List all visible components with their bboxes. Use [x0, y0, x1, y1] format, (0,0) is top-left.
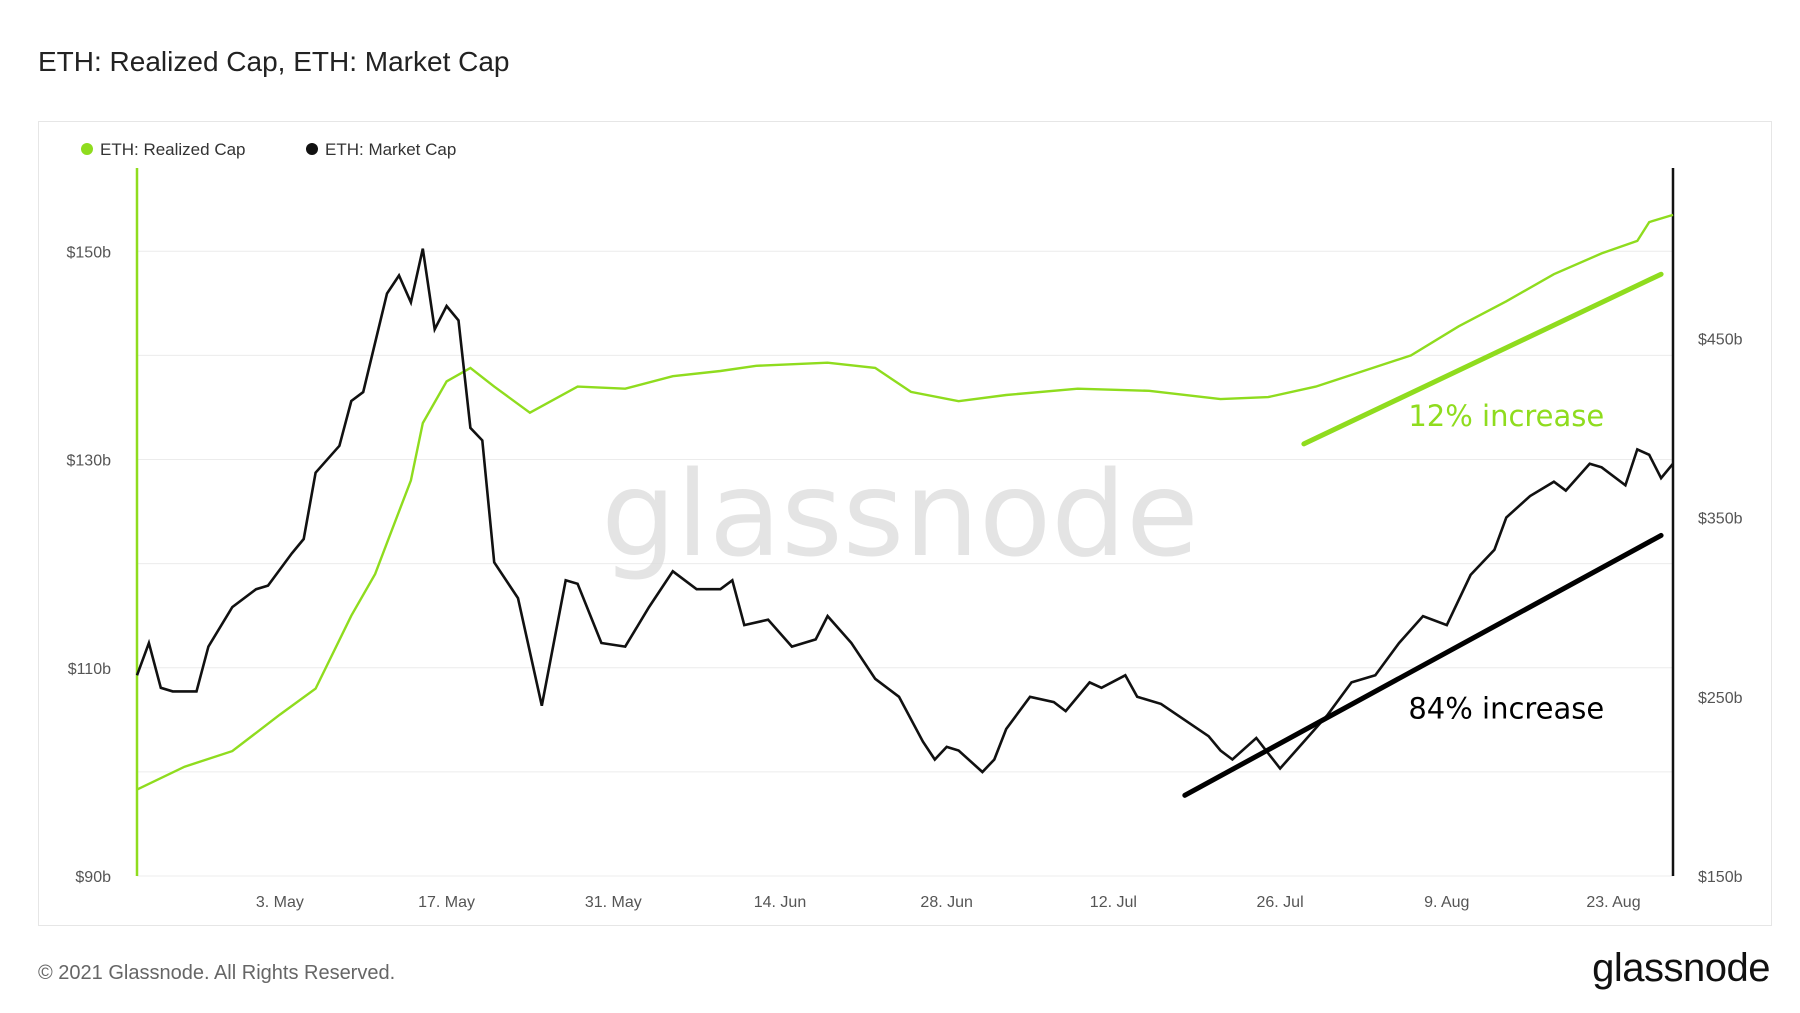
y-left-tick-label: $150b [67, 244, 112, 261]
x-tick-label: 14. Jun [754, 894, 806, 911]
glassnode-logo[interactable]: glassnode [1592, 946, 1770, 990]
legend-label-market-cap[interactable]: ETH: Market Cap [325, 140, 456, 159]
y-right-tick-label: $250b [1698, 690, 1743, 707]
legend-dot-realized-cap[interactable] [81, 143, 93, 155]
x-tick-label: 12. Jul [1090, 894, 1137, 911]
legend-dot-market-cap[interactable] [306, 143, 318, 155]
x-tick-label: 28. Jun [920, 894, 972, 911]
footer-copyright: © 2021 Glassnode. All Rights Reserved. [38, 962, 396, 984]
annotation-label: 12% increase [1408, 399, 1604, 433]
x-tick-label: 26. Jul [1256, 894, 1303, 911]
y-right-tick-label: $150b [1698, 869, 1743, 886]
chart-frame [38, 121, 1772, 926]
x-tick-label: 9. Aug [1424, 894, 1469, 911]
annotation-label: 84% increase [1408, 691, 1604, 725]
chart-title: ETH: Realized Cap, ETH: Market Cap [38, 46, 510, 77]
x-tick-labels: 3. May 17. May 31. May 14. Jun 28. Jun 12. Ju… [256, 894, 1641, 911]
y-right-tick-label: $350b [1698, 511, 1743, 528]
y-left-tick-labels: $90b $110b $130b $150b [67, 244, 112, 886]
x-tick-label: 3. May [256, 894, 304, 911]
series-realized-cap-line [136, 213, 1674, 791]
y-right-tick-label: $450b [1698, 331, 1743, 348]
x-tick-label: 17. May [418, 894, 475, 911]
legend: ETH: Realized Cap ETH: Market Cap [81, 140, 456, 159]
legend-label-realized-cap[interactable]: ETH: Realized Cap [100, 140, 246, 159]
y-left-tick-label: $110b [68, 661, 111, 678]
y-left-tick-label: $90b [75, 869, 111, 886]
y-right-tick-labels: $150b $250b $350b $450b [1698, 331, 1743, 886]
gridlines [137, 250, 1673, 877]
annotations: 12% increase 84% increase [1182, 271, 1664, 798]
watermark: glassnode [601, 445, 1198, 583]
y-left-tick-label: $130b [67, 453, 112, 470]
x-tick-label: 31. May [585, 894, 642, 911]
annotation-arrow [1182, 532, 1664, 798]
series-market-cap-line [135, 248, 1675, 774]
annotation-arrow [1301, 271, 1664, 447]
x-tick-label: 23. Aug [1586, 894, 1640, 911]
